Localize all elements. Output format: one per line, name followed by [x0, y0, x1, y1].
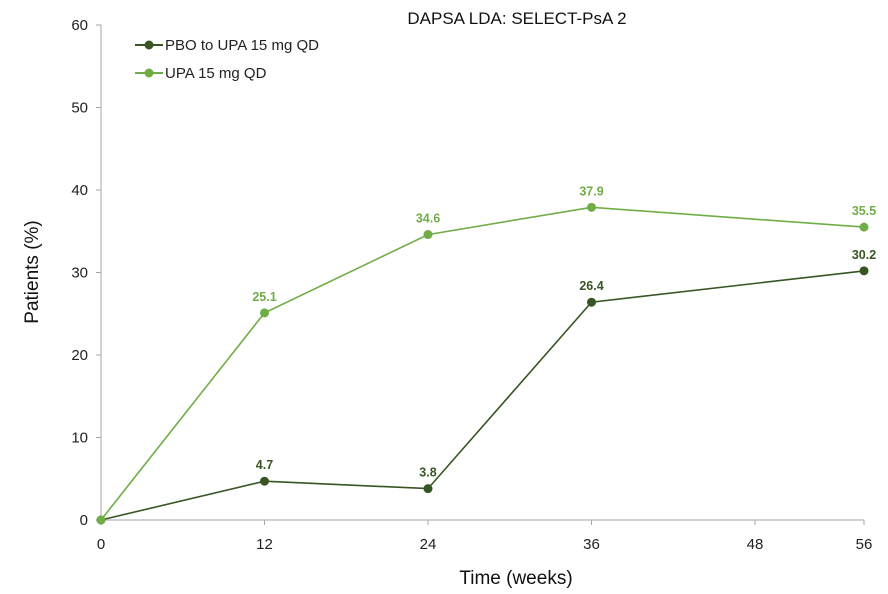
- data-label: 30.2: [852, 248, 876, 262]
- x-tick-label: 24: [420, 536, 437, 553]
- data-point: [423, 484, 433, 494]
- data-label: 37.9: [579, 184, 603, 198]
- x-tick-label: 56: [856, 536, 873, 553]
- data-point: [423, 230, 433, 240]
- legend: PBO to UPA 15 mg QD UPA 15 mg QD: [135, 37, 319, 82]
- data-point: [859, 266, 869, 276]
- data-label: 25.1: [252, 290, 276, 304]
- y-tick-label: 0: [80, 512, 88, 529]
- x-tick-label: 0: [97, 536, 105, 553]
- data-label: 35.5: [852, 204, 876, 218]
- legend-swatch-marker: [144, 40, 154, 50]
- data-point: [587, 202, 596, 212]
- y-tick-label: 40: [71, 182, 88, 199]
- legend-item: UPA 15 mg QD: [135, 65, 267, 82]
- data-label: 26.4: [579, 279, 603, 293]
- data-point: [260, 308, 269, 318]
- axes: 0 10 20 30 40 50 60 0 12 24 36 48 56: [71, 17, 872, 553]
- data-point: [587, 297, 596, 307]
- x-tick-label: 36: [583, 536, 600, 553]
- series-1: 4.7 3.8 26.4 30.2: [96, 248, 876, 525]
- series-2: 25.1 34.6 37.9 35.5: [96, 184, 876, 525]
- data-label: 4.7: [256, 458, 273, 472]
- series-layer: 4.7 3.8 26.4 30.2 25.1 34.6 37.9 35.5: [96, 184, 876, 525]
- y-tick-label: 20: [71, 347, 88, 364]
- data-label: 34.6: [416, 212, 440, 226]
- data-point: [96, 515, 106, 525]
- y-tick-label: 50: [71, 100, 88, 117]
- x-tick-label: 48: [747, 536, 764, 553]
- data-point: [859, 222, 869, 232]
- legend-label: UPA 15 mg QD: [165, 65, 267, 82]
- x-tick-label: 12: [256, 536, 273, 553]
- y-tick-label: 10: [71, 430, 88, 447]
- data-label: 3.8: [419, 466, 436, 480]
- x-axis-title: Time (weeks): [459, 568, 572, 589]
- data-point: [260, 476, 269, 486]
- y-tick-label: 30: [71, 265, 88, 282]
- chart-title: DAPSA LDA: SELECT-PsA 2: [407, 9, 626, 28]
- y-axis-title: Patients (%): [22, 220, 43, 323]
- series-line: [100, 206, 865, 521]
- legend-label: PBO to UPA 15 mg QD: [165, 37, 319, 54]
- y-tick-label: 60: [71, 17, 88, 34]
- legend-item: PBO to UPA 15 mg QD: [135, 37, 319, 54]
- legend-swatch-marker: [144, 68, 154, 78]
- series-line: [100, 270, 865, 521]
